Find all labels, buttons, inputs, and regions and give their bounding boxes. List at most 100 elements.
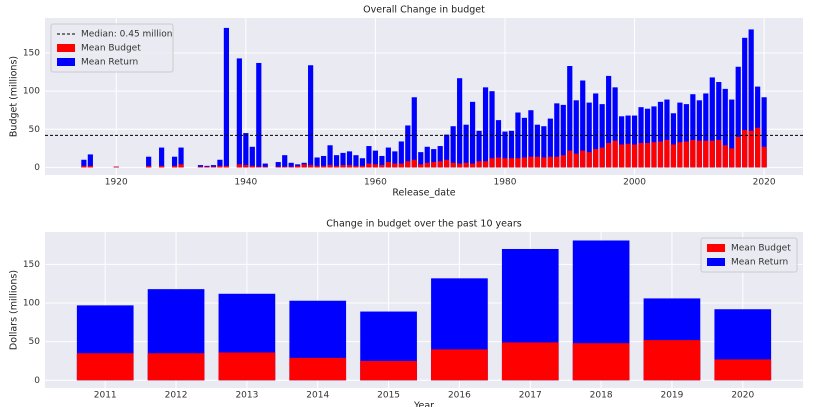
- bar: [521, 157, 528, 168]
- bar: [670, 144, 677, 168]
- bar: [567, 150, 573, 168]
- bar: [599, 147, 605, 168]
- bar: [385, 162, 391, 168]
- bar: [742, 130, 748, 168]
- bar: [586, 152, 592, 168]
- bar: [411, 159, 417, 168]
- bar: [528, 110, 534, 168]
- bar: [262, 163, 268, 168]
- x-tick-label: 2012: [165, 391, 188, 401]
- x-tick-label: 2018: [590, 391, 613, 401]
- legend-swatch: [57, 58, 75, 66]
- bar: [308, 165, 314, 168]
- bar: [502, 131, 508, 168]
- bar: [476, 161, 482, 168]
- bar: [249, 146, 255, 168]
- x-tick-label: 2020: [731, 391, 754, 401]
- bar: [761, 97, 767, 168]
- bar: [178, 164, 184, 168]
- bar: [405, 125, 411, 168]
- bar: [593, 149, 599, 168]
- bar: [437, 161, 443, 168]
- bar: [748, 29, 754, 168]
- bar: [748, 130, 754, 168]
- bar: [398, 163, 404, 168]
- bar: [534, 156, 540, 168]
- bar: [333, 165, 340, 168]
- bar: [495, 157, 502, 168]
- bar: [308, 65, 314, 168]
- bar: [716, 82, 722, 168]
- bar: [501, 342, 559, 381]
- bar: [159, 165, 165, 168]
- bar: [469, 101, 476, 168]
- bar: [612, 140, 618, 168]
- bar: [508, 130, 515, 168]
- bar: [314, 157, 320, 168]
- bar: [392, 151, 398, 168]
- bar: [722, 88, 728, 168]
- bar: [690, 139, 696, 168]
- bar: [547, 118, 553, 168]
- bar: [81, 165, 87, 168]
- bar: [619, 144, 625, 168]
- bar: [288, 162, 294, 168]
- bar: [437, 146, 443, 168]
- bar: [301, 164, 307, 168]
- bar: [690, 94, 696, 168]
- bar: [418, 152, 424, 168]
- bar: [146, 156, 152, 168]
- bar: [521, 117, 528, 168]
- x-tick-label: 2020: [753, 178, 776, 188]
- bar: [314, 165, 320, 168]
- bar: [289, 357, 347, 381]
- bar: [178, 147, 184, 168]
- y-axis-label: Budget (millions): [9, 56, 20, 137]
- bar: [171, 165, 178, 168]
- bar: [541, 157, 547, 168]
- bar: [87, 165, 93, 168]
- chart-title: Overall Change in budget: [363, 5, 485, 16]
- bar: [696, 100, 702, 168]
- x-tick-label: 2011: [94, 391, 117, 401]
- y-tick-label: 50: [29, 337, 41, 347]
- y-tick-label: 100: [23, 299, 40, 309]
- bar: [217, 165, 223, 168]
- bar: [210, 165, 217, 168]
- bar: [580, 80, 586, 168]
- bar: [547, 156, 553, 168]
- bar: [366, 163, 372, 168]
- x-tick-label: 2014: [306, 391, 329, 401]
- bar: [469, 163, 476, 168]
- x-tick-label: 1980: [494, 178, 517, 188]
- bar: [606, 142, 612, 168]
- bar: [560, 104, 566, 168]
- bar: [346, 151, 353, 168]
- bar: [411, 97, 417, 168]
- y-axis-label: Dollars (millions): [9, 270, 20, 350]
- bar: [275, 166, 281, 168]
- bar: [392, 163, 398, 168]
- legend-swatch: [57, 44, 75, 52]
- bar: [651, 106, 657, 168]
- bar: [146, 165, 152, 168]
- bar: [76, 353, 134, 381]
- bar: [204, 166, 210, 168]
- y-tick-label: 0: [34, 163, 40, 173]
- bar: [651, 142, 657, 168]
- x-axis-label: Year: [413, 401, 434, 407]
- bar: [424, 162, 430, 168]
- y-tick-label: 150: [23, 49, 40, 59]
- bar: [431, 349, 488, 381]
- bar: [716, 139, 722, 168]
- bar: [210, 166, 217, 168]
- bar: [463, 162, 469, 168]
- bar: [113, 166, 119, 168]
- bar: [703, 93, 709, 168]
- bar: [256, 62, 262, 168]
- bar: [197, 166, 204, 168]
- bar: [677, 102, 683, 168]
- bar: [431, 162, 437, 168]
- bar: [295, 165, 301, 168]
- bar: [346, 165, 353, 168]
